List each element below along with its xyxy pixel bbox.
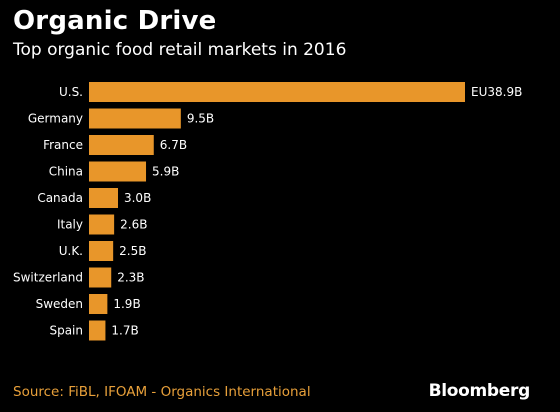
category-label: Italy [57,218,83,232]
value-label: 3.0B [124,191,151,205]
bar [89,294,108,314]
bar [89,214,115,235]
source-note: Source: FiBL, IFOAM - Organics Internati… [13,384,311,400]
value-label: 2.3B [117,271,144,285]
category-label: Canada [37,191,83,205]
value-label: 5.9B [152,165,179,179]
bar [89,108,181,129]
value-label: 2.6B [120,218,147,232]
bar [89,241,114,261]
category-label: Germany [28,112,83,126]
bar [89,320,106,341]
category-label: Sweden [36,297,83,311]
value-label: 1.9B [113,297,140,311]
bar [89,161,147,182]
bloomberg-logo: Bloomberg [428,381,531,401]
category-label: France [43,138,83,152]
category-label: China [49,165,83,179]
value-label: 2.5B [119,244,146,258]
category-label: U.K. [59,244,83,258]
bar [89,82,465,102]
value-label: EU38.9B [471,85,522,99]
value-label: 6.7B [160,138,187,152]
category-label: U.S. [59,85,83,99]
chart-subtitle: Top organic food retail markets in 2016 [13,40,347,60]
bar [89,188,118,208]
value-label: 9.5B [187,112,214,126]
bar [89,267,112,288]
category-label: Switzerland [13,271,83,285]
value-label: 1.7B [111,324,138,338]
bar [89,135,154,155]
chart-title: Organic Drive [13,6,217,36]
category-label: Spain [49,324,83,338]
